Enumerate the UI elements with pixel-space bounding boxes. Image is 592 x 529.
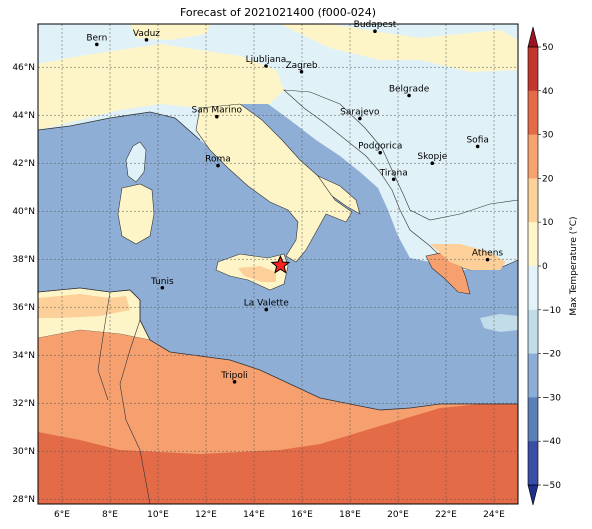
colorbar-bin xyxy=(528,222,538,267)
lat-tick-label: 40°N xyxy=(12,207,35,217)
city-label: Zagreb xyxy=(285,61,317,71)
lat-tick-label: 38°N xyxy=(12,255,35,265)
city-label: Belgrade xyxy=(389,85,430,95)
city-label: Roma xyxy=(205,155,231,165)
colorbar-label: Max Temperature (°C) xyxy=(569,216,579,315)
lat-tick-label: 46°N xyxy=(12,63,35,73)
sardinia xyxy=(117,183,155,245)
colorbar-tick-label: −40 xyxy=(542,437,561,447)
city-label: Tunis xyxy=(150,277,174,287)
colorbar-tick-label: −50 xyxy=(542,481,561,491)
city-dot xyxy=(95,42,99,47)
lon-tick-label: 24°E xyxy=(483,510,505,520)
colorbar-bin xyxy=(528,47,538,92)
lon-tick-label: 16°E xyxy=(291,510,313,520)
city-dot xyxy=(216,163,220,168)
lat-tick-label: 44°N xyxy=(12,111,35,121)
lat-tick-label: 42°N xyxy=(12,159,35,169)
city-dot xyxy=(485,257,490,262)
colorbar-extend-min xyxy=(527,484,539,506)
gridlines xyxy=(38,24,518,504)
colorbar-bin xyxy=(528,266,538,311)
colorbar-bin xyxy=(528,178,538,223)
coastline-africa xyxy=(38,287,518,411)
colorbar-bin xyxy=(528,90,538,136)
colorbar-tick-label: −20 xyxy=(542,350,561,360)
chart-title: Forecast of 2021021400 (f000-024) xyxy=(179,6,377,19)
city-dot xyxy=(264,64,268,68)
city-label: Bern xyxy=(86,33,107,43)
colorbar: −50 −40 −30 −20 −10 0 10 20 30 40 50 xyxy=(527,26,561,506)
lat-tick-label: 36°N xyxy=(12,303,35,313)
city-dot xyxy=(373,29,377,33)
city-label: Tripoli xyxy=(220,371,248,381)
colorbar-tick-label: 20 xyxy=(542,174,554,184)
city-label: Ljubljana xyxy=(246,55,287,65)
lat-tick-label: 28°N xyxy=(12,495,35,505)
lat-tick-label: 34°N xyxy=(12,351,35,361)
yellow-region-alps-east xyxy=(280,24,518,72)
border-libya-tunisia xyxy=(119,319,151,504)
city-dot xyxy=(430,161,435,165)
city-label: Budapest xyxy=(354,20,397,30)
city-dot xyxy=(378,150,383,155)
city-label: Skopje xyxy=(417,152,447,162)
colorbar-tick-label: 0 xyxy=(542,262,548,272)
red-star-marker xyxy=(270,254,291,274)
city-dot xyxy=(299,69,304,74)
city-label: La Valette xyxy=(244,299,289,309)
city-label: Podgorica xyxy=(358,142,402,152)
city-dot xyxy=(160,285,165,290)
aegean-islands xyxy=(480,314,518,332)
lon-tick-label: 14°E xyxy=(243,510,265,520)
colorbar-bin xyxy=(528,397,538,442)
city-label: Vaduz xyxy=(133,29,160,39)
city-dot xyxy=(215,114,219,119)
colorbar-bin xyxy=(528,441,538,486)
colorbar-tick-label: 30 xyxy=(542,131,554,141)
colorbar-bin xyxy=(528,134,538,179)
colorbar-tick-label: −30 xyxy=(542,393,561,403)
city-label: Sofia xyxy=(466,135,488,145)
lon-tick-label: 6°E xyxy=(54,510,70,520)
lat-tick-label: 30°N xyxy=(12,447,35,457)
colorbar-tick-label: 50 xyxy=(542,43,554,53)
lon-tick-label: 8°E xyxy=(102,510,118,520)
colorbar-tick-label: −10 xyxy=(542,306,561,316)
city-label: Tirana xyxy=(379,168,408,178)
italy-peninsula xyxy=(195,103,353,263)
lon-tick-label: 10°E xyxy=(147,510,169,520)
border-algeria-tunisia xyxy=(97,291,111,401)
colorbar-bin xyxy=(528,309,538,355)
colorbar-extend-max xyxy=(527,26,539,48)
city-label: San Marino xyxy=(192,106,243,116)
city-dot xyxy=(391,177,396,182)
lon-tick-label: 12°E xyxy=(195,510,217,520)
colorbar-tick-label: 40 xyxy=(542,87,554,97)
city-label: Sarajevo xyxy=(340,108,380,118)
lon-tick-label: 20°E xyxy=(387,510,409,520)
city-dot xyxy=(232,380,237,384)
map-frame xyxy=(37,23,519,505)
puglia xyxy=(317,175,361,215)
axis-ticks: 6°E 8°E 10°E 12°E 14°E 16°E 18°E 20°E 22°E 24°E 28… xyxy=(12,63,505,520)
lon-tick-label: 22°E xyxy=(435,510,457,520)
lon-tick-label: 18°E xyxy=(339,510,361,520)
city-dot xyxy=(144,38,149,42)
lat-tick-label: 32°N xyxy=(12,399,35,409)
city-dot xyxy=(475,144,480,149)
greece-mainland-warm xyxy=(430,244,506,270)
colorbar-bin xyxy=(528,353,538,398)
yellow-region-upper-left xyxy=(130,24,210,40)
city-dot xyxy=(264,307,269,312)
city-label: Athens xyxy=(472,249,503,259)
colorbar-tick-label: 10 xyxy=(542,218,554,228)
sicily-warm-core xyxy=(238,266,276,282)
city-dot xyxy=(358,116,362,121)
corsica xyxy=(125,141,147,183)
city-dot xyxy=(407,93,411,98)
